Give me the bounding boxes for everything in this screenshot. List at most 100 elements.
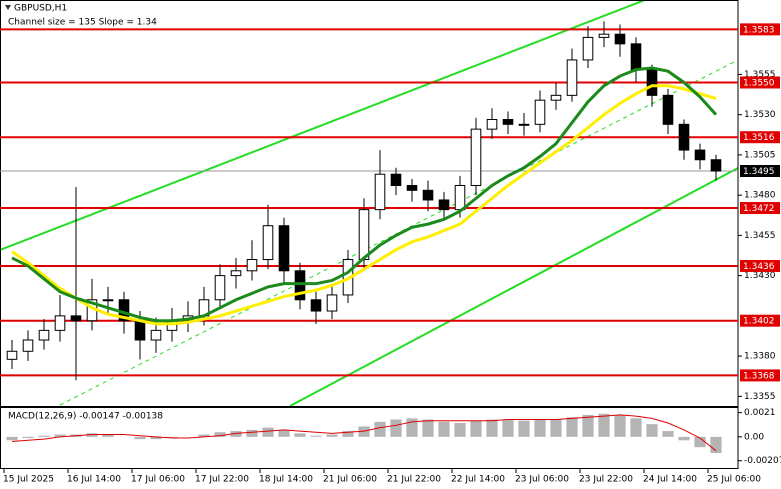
macd-bar [150, 436, 162, 440]
macd-bar [214, 432, 226, 437]
candle-body [38, 329, 50, 341]
candle-body [230, 270, 242, 277]
candle-body [310, 299, 322, 312]
macd-bar [374, 421, 386, 437]
x-tick-label: 24 Jul 14:00 [643, 475, 697, 485]
macd-bar [486, 419, 498, 437]
candle-body [134, 320, 146, 341]
candle-body [518, 123, 530, 126]
candle-body [326, 294, 338, 312]
macd-bar [534, 419, 546, 437]
candle-body [246, 259, 258, 272]
candle-body [390, 173, 402, 186]
macd-bar [614, 414, 626, 437]
chart-subtitle: Channel size = 135 Slope = 1.34 [8, 18, 157, 28]
x-tick-label: 21 Jul 22:00 [387, 475, 441, 485]
y-tick-label: 1.3555 [744, 70, 776, 80]
moving-average [11, 66, 718, 323]
candle-body [614, 33, 626, 45]
level-label-box [740, 131, 780, 144]
macd-bar [6, 436, 18, 441]
level-label: 1.3516 [743, 133, 775, 143]
x-tick-label: 21 Jul 06:00 [323, 475, 377, 485]
candle-body [6, 350, 18, 360]
candle-body [566, 59, 578, 96]
macd-bar [566, 417, 578, 437]
macd-bar [262, 427, 274, 437]
macd-bar [438, 421, 450, 437]
macd-bar [678, 436, 690, 441]
macd-bar [454, 423, 466, 437]
macd-bar [694, 436, 706, 448]
candle-body [694, 149, 706, 161]
candle-body [502, 118, 514, 125]
candle-body [646, 69, 658, 96]
macd-bar [326, 434, 338, 437]
macd-bar [246, 429, 258, 437]
x-tick-label: 17 Jul 06:00 [131, 475, 185, 485]
candle-body [278, 225, 290, 272]
macd-bar [422, 419, 434, 437]
macd-bar [518, 420, 530, 437]
y-tick-label: 1.3355 [744, 392, 776, 402]
level-label-box [740, 259, 780, 272]
macd-bar [582, 414, 594, 437]
menu-icon[interactable] [5, 5, 11, 10]
y-tick-label: 1.3455 [744, 231, 776, 241]
macd-y-tick-label: 0.00 [744, 432, 764, 442]
candle-body [438, 199, 450, 211]
candle-body [486, 118, 498, 130]
macd-bar [710, 436, 722, 453]
candle-body [422, 189, 434, 201]
candle-body [214, 275, 226, 301]
x-tick-label: 22 Jul 14:00 [451, 475, 505, 485]
macd-bar [406, 418, 418, 437]
current-price-box [740, 165, 780, 178]
moving-average [11, 84, 717, 326]
macd-bar [294, 433, 306, 437]
candle-body [374, 173, 386, 211]
level-label: 1.3436 [743, 262, 775, 272]
macd-bar [198, 434, 210, 437]
x-tick-label: 25 Jul 06:00 [707, 475, 761, 485]
level-label: 1.3368 [743, 371, 775, 381]
macd-bar [102, 434, 114, 437]
macd-signal [11, 414, 717, 452]
macd-bar [630, 418, 642, 437]
candle-body [358, 209, 370, 261]
candle-body [630, 43, 642, 71]
macd-bar [38, 435, 50, 437]
candle-body [550, 94, 562, 101]
level-label: 1.3583 [743, 25, 775, 35]
level-label-box [740, 23, 780, 36]
macd-bar [22, 436, 34, 438]
y-tick-label: 1.3430 [744, 271, 776, 281]
macd-bar [662, 431, 674, 437]
macd-bar [470, 420, 482, 437]
candle-body [102, 299, 114, 302]
macd-bar [358, 426, 370, 437]
macd-bar [342, 431, 354, 437]
x-tick-label: 23 Jul 22:00 [579, 475, 633, 485]
macd-bar [230, 431, 242, 437]
macd-bar [134, 436, 146, 440]
macd-title: MACD(12,26,9) -0.00147 -0.00138 [8, 412, 163, 422]
main-panel-frame [0, 0, 739, 407]
candle-body [598, 33, 610, 38]
macd-bar [390, 419, 402, 437]
candle-body [662, 94, 674, 125]
level-label-box [740, 314, 780, 327]
level-label: 1.3550 [743, 78, 775, 88]
macd-bar [646, 424, 658, 437]
candle-body [22, 339, 34, 352]
macd-bar [550, 419, 562, 437]
y-tick-label: 1.3505 [744, 150, 776, 160]
candle-body [262, 225, 274, 261]
x-tick-label: 18 Jul 14:00 [259, 475, 313, 485]
candle-body [54, 315, 66, 331]
macd-y-tick-label: 0.0021 [744, 408, 776, 418]
candle-body [294, 270, 306, 301]
candle-body [534, 99, 546, 125]
x-tick-label: 15 Jul 2025 [3, 475, 54, 485]
